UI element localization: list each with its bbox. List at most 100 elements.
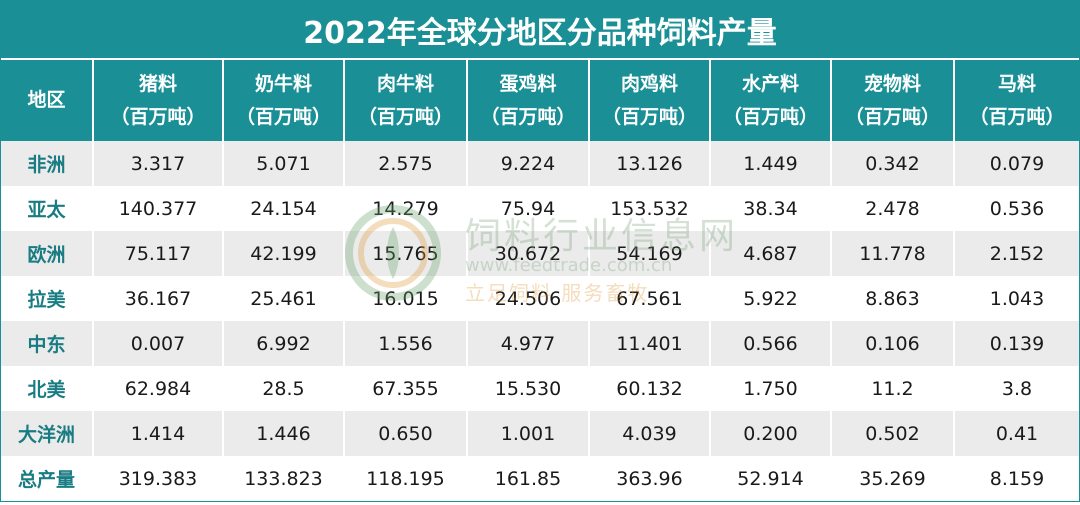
value-cell: 319.383 [93, 456, 224, 501]
value-cell: 11.2 [831, 366, 955, 411]
value-cell: 52.914 [710, 456, 832, 501]
header-name: 宠物料 [863, 72, 921, 95]
value-cell: 42.199 [223, 231, 345, 276]
value-cell: 133.823 [223, 456, 345, 501]
value-cell: 54.169 [589, 231, 711, 276]
header-unit: （百万吨） [969, 105, 1065, 128]
value-cell: 363.96 [589, 456, 711, 501]
header-unit: （百万吨） [110, 105, 206, 128]
value-cell: 0.106 [831, 321, 955, 366]
header-dairy-feed: 奶牛料 （百万吨） [223, 60, 345, 141]
value-cell: 2.152 [954, 231, 1079, 276]
value-cell: 0.139 [954, 321, 1079, 366]
header-aqua-feed: 水产料 （百万吨） [710, 60, 832, 141]
value-cell: 62.984 [93, 366, 224, 411]
value-cell: 1.449 [710, 141, 832, 186]
header-name: 肉牛料 [376, 72, 434, 95]
value-cell: 35.269 [831, 456, 955, 501]
feed-production-table: 地区 猪料 （百万吨） 奶牛料 （百万吨） 肉牛料 （百万吨） 蛋鸡料 （百万吨） 肉鸡… [1, 60, 1079, 501]
region-cell: 亚太 [1, 186, 94, 231]
header-region: 地区 [1, 60, 94, 141]
header-name: 猪料 [138, 72, 177, 95]
value-cell: 3.8 [954, 366, 1079, 411]
value-cell: 67.355 [344, 366, 468, 411]
header-horse-feed: 马料 （百万吨） [954, 60, 1079, 141]
value-cell: 36.167 [93, 276, 224, 321]
value-cell: 38.34 [710, 186, 832, 231]
region-cell: 北美 [1, 366, 94, 411]
value-cell: 15.765 [344, 231, 468, 276]
value-cell: 1.414 [93, 411, 224, 456]
value-cell: 2.575 [344, 141, 468, 186]
table-row: 亚太 140.377 24.154 14.279 75.94 153.532 3… [1, 186, 1079, 231]
value-cell: 6.992 [223, 321, 345, 366]
value-cell: 0.007 [93, 321, 224, 366]
value-cell: 3.317 [93, 141, 224, 186]
header-unit: （百万吨） [601, 105, 697, 128]
value-cell: 11.778 [831, 231, 955, 276]
value-cell: 28.5 [223, 366, 345, 411]
header-broiler-feed: 肉鸡料 （百万吨） [589, 60, 711, 141]
header-pig-feed: 猪料 （百万吨） [93, 60, 224, 141]
value-cell: 161.85 [467, 456, 590, 501]
value-cell: 2.478 [831, 186, 955, 231]
value-cell: 0.342 [831, 141, 955, 186]
value-cell: 24.506 [467, 276, 590, 321]
value-cell: 5.071 [223, 141, 345, 186]
value-cell: 30.672 [467, 231, 590, 276]
value-cell: 0.41 [954, 411, 1079, 456]
value-cell: 1.446 [223, 411, 345, 456]
header-name: 马料 [997, 72, 1036, 95]
header-name: 肉鸡料 [620, 72, 678, 95]
header-unit: （百万吨） [480, 105, 576, 128]
table-row: 北美 62.984 28.5 67.355 15.530 60.132 1.75… [1, 366, 1079, 411]
header-unit: （百万吨） [235, 105, 331, 128]
value-cell: 0.536 [954, 186, 1079, 231]
value-cell: 0.566 [710, 321, 832, 366]
header-row: 地区 猪料 （百万吨） 奶牛料 （百万吨） 肉牛料 （百万吨） 蛋鸡料 （百万吨） 肉鸡… [1, 60, 1079, 141]
table-row: 大洋洲 1.414 1.446 0.650 1.001 4.039 0.200 … [1, 411, 1079, 456]
value-cell: 8.159 [954, 456, 1079, 501]
header-name: 蛋鸡料 [499, 72, 557, 95]
value-cell: 0.200 [710, 411, 832, 456]
header-unit: （百万吨） [357, 105, 453, 128]
header-beef-feed: 肉牛料 （百万吨） [344, 60, 468, 141]
table-title: 2022年全球分地区分品种饲料产量 [1, 1, 1079, 60]
region-cell: 总产量 [1, 456, 94, 501]
value-cell: 75.94 [467, 186, 590, 231]
table-row: 非洲 3.317 5.071 2.575 9.224 13.126 1.449 … [1, 141, 1079, 186]
region-cell: 大洋洲 [1, 411, 94, 456]
value-cell: 1.556 [344, 321, 468, 366]
value-cell: 0.502 [831, 411, 955, 456]
value-cell: 1.750 [710, 366, 832, 411]
value-cell: 153.532 [589, 186, 711, 231]
header-name: 水产料 [741, 72, 799, 95]
value-cell: 16.015 [344, 276, 468, 321]
value-cell: 118.195 [344, 456, 468, 501]
region-cell: 非洲 [1, 141, 94, 186]
header-layer-feed: 蛋鸡料 （百万吨） [467, 60, 590, 141]
header-name: 奶牛料 [254, 72, 312, 95]
value-cell: 1.043 [954, 276, 1079, 321]
value-cell: 140.377 [93, 186, 224, 231]
value-cell: 60.132 [589, 366, 711, 411]
value-cell: 15.530 [467, 366, 590, 411]
header-pet-feed: 宠物料 （百万吨） [831, 60, 955, 141]
value-cell: 4.687 [710, 231, 832, 276]
value-cell: 67.561 [589, 276, 711, 321]
table-row: 欧洲 75.117 42.199 15.765 30.672 54.169 4.… [1, 231, 1079, 276]
region-cell: 中东 [1, 321, 94, 366]
value-cell: 24.154 [223, 186, 345, 231]
header-unit: （百万吨） [722, 105, 818, 128]
value-cell: 13.126 [589, 141, 711, 186]
value-cell: 75.117 [93, 231, 224, 276]
table-row: 中东 0.007 6.992 1.556 4.977 11.401 0.566 … [1, 321, 1079, 366]
value-cell: 0.650 [344, 411, 468, 456]
value-cell: 5.922 [710, 276, 832, 321]
value-cell: 1.001 [467, 411, 590, 456]
region-cell: 拉美 [1, 276, 94, 321]
value-cell: 11.401 [589, 321, 711, 366]
table-row: 拉美 36.167 25.461 16.015 24.506 67.561 5.… [1, 276, 1079, 321]
value-cell: 0.079 [954, 141, 1079, 186]
